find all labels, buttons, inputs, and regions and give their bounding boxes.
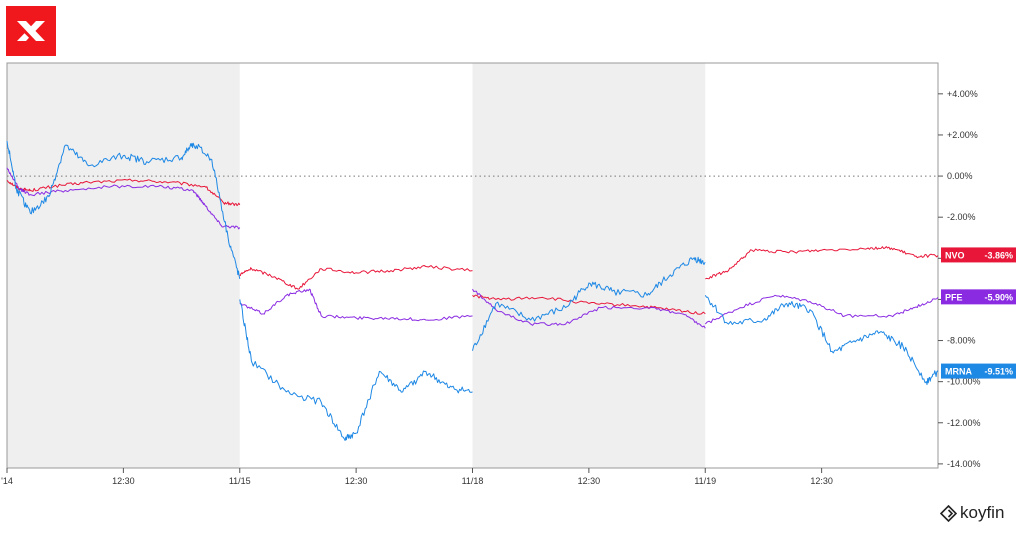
series-tag-value: -9.51% [984, 367, 1013, 377]
y-tick-label: +4.00% [947, 89, 978, 99]
series-tag-bg [941, 363, 1016, 379]
x-tick-label: 11/18 [462, 476, 484, 486]
y-tick-label: +2.00% [947, 130, 978, 140]
x-brand-icon [17, 21, 45, 41]
x-tick-label: 12:30 [112, 476, 135, 486]
koyfin-brand: koyfin [940, 503, 1004, 523]
series-line-pfe [6, 167, 939, 329]
x-tick-label: 12:30 [578, 476, 601, 486]
x-brand-logo [6, 6, 56, 56]
series-tag-nvo: NVO -3.86% [941, 247, 1016, 263]
session-shade-2 [472, 63, 706, 468]
series-tag-bg [941, 247, 1016, 263]
series-tag-name: PFE [945, 292, 963, 302]
y-tick-label: 0.00% [947, 171, 973, 181]
y-tick-label: -2.00% [947, 212, 976, 222]
y-tick-label: -12.00% [947, 418, 981, 428]
y-tick-label: -8.00% [947, 336, 976, 346]
series-tag-pfe: PFE -5.90% [941, 289, 1016, 305]
koyfin-logo-icon [940, 504, 957, 522]
series-tag-name: MRNA [945, 367, 972, 377]
x-tick-label: 11/19 [694, 476, 716, 486]
x-tick-label: 11/15 [229, 476, 251, 486]
y-tick-label: -14.00% [947, 459, 981, 469]
session-shade-0 [7, 63, 240, 468]
series-tag-name: NVO [945, 250, 965, 260]
series-line-nvo [6, 178, 939, 315]
series-tag-value: -5.90% [984, 292, 1013, 302]
x-tick-label: '14 [1, 476, 13, 486]
series-tag-value: -3.86% [984, 250, 1013, 260]
x-tick-label: 12:30 [810, 476, 833, 486]
x-tick-label: 12:30 [345, 476, 368, 486]
y-tick-label: -10.00% [947, 377, 981, 387]
series-line-mrna [6, 141, 939, 441]
series-tag-mrna: MRNA -9.51% [941, 363, 1016, 379]
series-tag-bg [941, 289, 1016, 305]
koyfin-brand-name: koyfin [960, 503, 1005, 522]
